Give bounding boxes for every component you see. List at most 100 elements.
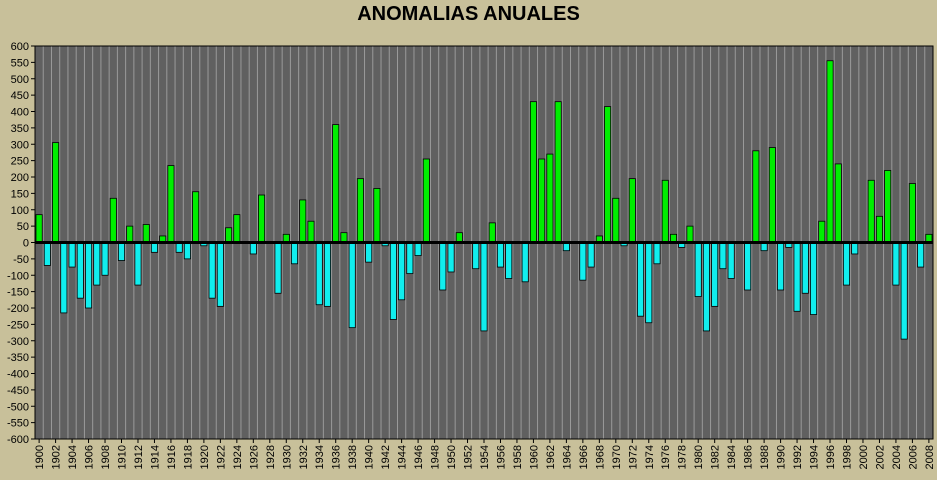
y-tick-label: -500 (7, 401, 29, 413)
bar-1997 (834, 163, 842, 243)
bar-1992 (793, 242, 801, 312)
y-tick-label: -600 (7, 434, 29, 446)
bar-1929 (274, 242, 282, 294)
bar-1987 (752, 150, 760, 243)
x-tick-label: 1950 (446, 445, 458, 469)
bar-1926 (249, 242, 257, 255)
x-tick-label: 1968 (594, 445, 606, 469)
bar-1967 (587, 242, 595, 268)
x-tick-label: 2000 (858, 445, 870, 469)
bar-2003 (884, 170, 892, 243)
y-tick-label: 100 (11, 205, 29, 217)
bar-1963 (554, 101, 562, 243)
y-tick-label: 300 (11, 139, 29, 151)
x-tick-label: 1972 (627, 445, 639, 469)
bar-1962 (546, 153, 554, 243)
bar-1966 (579, 242, 587, 281)
bar-1980 (694, 242, 702, 297)
x-tick-label: 1908 (100, 445, 112, 469)
bar-1939 (356, 178, 364, 243)
x-tick-label: 1914 (149, 445, 161, 469)
x-tick-label: 1900 (34, 445, 46, 469)
bar-1955 (488, 222, 496, 243)
y-tick-label: -350 (7, 352, 29, 364)
bar-2004 (892, 242, 900, 286)
bar-1972 (628, 178, 636, 243)
bar-1998 (842, 242, 851, 286)
y-tick-label: 500 (11, 74, 29, 86)
bar-1901 (43, 242, 51, 266)
bar-1922 (216, 242, 224, 307)
bar-1932 (299, 199, 307, 243)
bar-1969 (604, 106, 612, 243)
x-tick-label: 1918 (182, 445, 194, 469)
x-tick-label: 1964 (561, 445, 573, 469)
bar-1909 (109, 197, 117, 243)
y-tick-label: -450 (7, 385, 29, 397)
bar-1936 (332, 124, 340, 243)
bar-1970 (612, 197, 620, 243)
x-tick-label: 1938 (347, 445, 359, 469)
x-tick-label: 1990 (776, 445, 788, 469)
bar-1989 (768, 147, 776, 243)
bar-1984 (727, 242, 735, 279)
y-tick-label: -550 (7, 418, 29, 430)
x-tick-label: 1946 (413, 445, 425, 469)
x-tick-label: 1952 (463, 445, 475, 469)
x-tick-label: 2006 (907, 445, 919, 469)
bar-2005 (900, 242, 908, 340)
x-tick-label: 1920 (199, 445, 211, 469)
y-tick-label: 150 (11, 188, 29, 200)
y-tick-label: -300 (7, 336, 29, 348)
bar-1907 (93, 242, 101, 286)
bar-1961 (538, 158, 546, 243)
bar-1940 (365, 242, 373, 263)
bar-1949 (439, 242, 447, 291)
bar-1953 (472, 242, 480, 270)
bar-2001 (867, 179, 875, 243)
x-tick-label: 1936 (331, 445, 343, 469)
y-tick-label: 0 (23, 238, 29, 250)
x-tick-label: 1958 (512, 445, 524, 469)
bar-1931 (290, 242, 299, 265)
bar-1976 (661, 179, 669, 243)
x-tick-label: 1982 (710, 445, 722, 469)
x-tick-label: 1948 (430, 445, 442, 469)
bar-1974 (645, 242, 653, 324)
bar-1919 (192, 191, 200, 243)
y-tick-label: 600 (11, 41, 29, 53)
bar-1996 (826, 60, 834, 243)
x-tick-label: 1934 (314, 445, 326, 469)
bar-1975 (653, 242, 661, 265)
y-tick-label: 200 (11, 172, 29, 184)
bar-1993 (801, 242, 809, 294)
bar-1950 (447, 242, 455, 273)
bar-1908 (101, 242, 109, 276)
bar-1938 (348, 242, 356, 329)
x-tick-label: 1932 (298, 445, 310, 469)
bar-1947 (422, 158, 430, 243)
x-tick-label: 1902 (51, 445, 63, 469)
y-tick-label: -250 (7, 319, 29, 331)
y-tick-label: 400 (11, 107, 29, 119)
bar-1986 (744, 242, 752, 291)
bar-1979 (686, 225, 694, 243)
x-tick-label: 1922 (215, 445, 227, 469)
x-tick-label: 1966 (578, 445, 590, 469)
x-tick-label: 1978 (677, 445, 689, 469)
bar-1990 (777, 242, 785, 291)
bar-1900 (35, 214, 43, 243)
y-tick-label: 450 (11, 90, 29, 102)
x-tick-label: 1940 (364, 445, 376, 469)
x-tick-label: 1926 (248, 445, 260, 469)
bar-1913 (142, 224, 150, 243)
bar-2007 (917, 242, 925, 268)
x-tick-label: 1904 (67, 445, 79, 469)
bar-1960 (529, 101, 537, 243)
bar-1982 (711, 242, 719, 307)
x-tick-label: 1954 (479, 445, 491, 469)
bar-1954 (480, 242, 488, 332)
bar-2006 (908, 183, 916, 243)
x-tick-label: 1960 (528, 445, 540, 469)
